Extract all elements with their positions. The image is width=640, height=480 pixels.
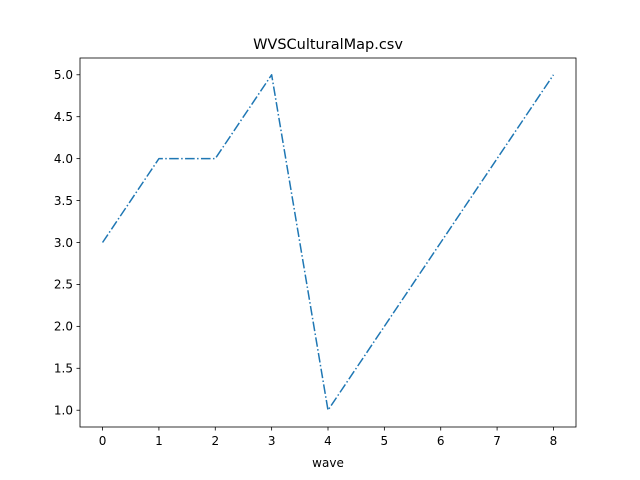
x-tick-label: 1 (155, 434, 163, 448)
y-tick-label: 1.5 (54, 362, 73, 376)
x-tick-label: 2 (211, 434, 219, 448)
x-tick-label: 5 (381, 434, 389, 448)
y-tick-label: 4.5 (54, 110, 73, 124)
x-tick-label: 4 (324, 434, 332, 448)
x-tick-label: 7 (493, 434, 501, 448)
x-tick-label: 8 (550, 434, 558, 448)
x-tick-label: 0 (99, 434, 107, 448)
series-line-0 (101, 74, 555, 411)
y-tick-label: 4.0 (54, 152, 73, 166)
y-tick-label: 3.5 (54, 194, 73, 208)
y-tick-label: 3.0 (54, 236, 73, 250)
plot-area (79, 57, 577, 428)
x-axis-ticks: 0 1 2 3 4 5 6 7 8 (99, 427, 558, 448)
x-axis-title: wave (312, 456, 344, 470)
y-tick-label: 5.0 (54, 68, 73, 82)
x-tick-label: 6 (437, 434, 445, 448)
plot-frame (79, 57, 577, 428)
y-tick-label: 2.0 (54, 320, 73, 334)
x-tick-label: 3 (268, 434, 276, 448)
chart-title: WVSCulturalMap.csv (253, 37, 403, 53)
y-tick-label: 2.5 (54, 278, 73, 292)
y-tick-label: 1.0 (54, 404, 73, 418)
y-axis-ticks: 1.0 1.5 2.0 2.5 3.0 3.5 4.0 4.5 5.0 (54, 68, 80, 418)
